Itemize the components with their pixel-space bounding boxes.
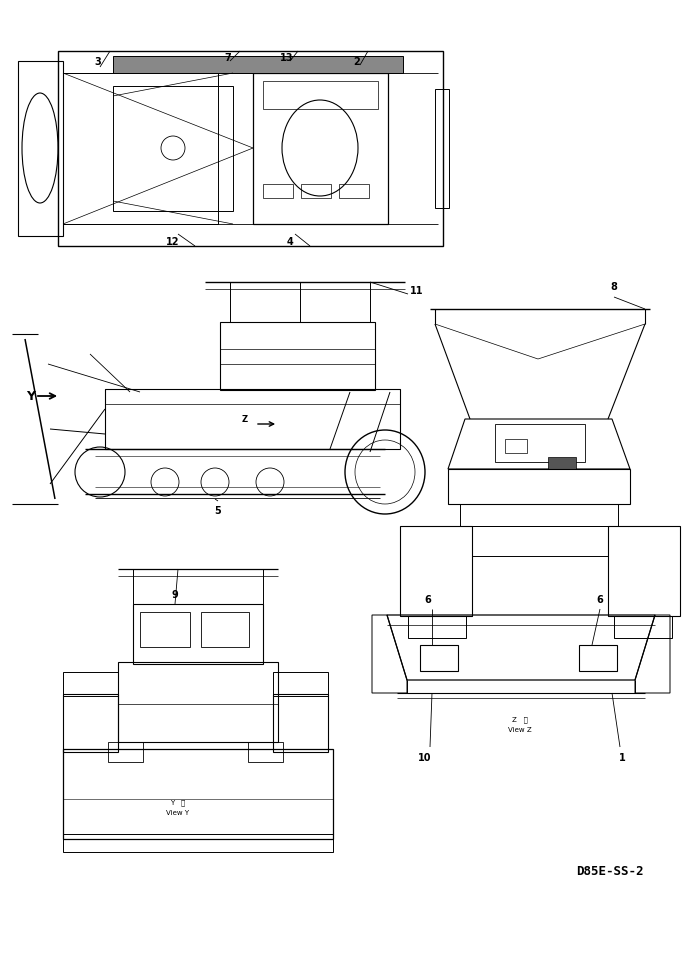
Bar xyxy=(105,390,400,450)
Text: 11: 11 xyxy=(410,286,423,295)
Bar xyxy=(614,617,672,639)
Bar xyxy=(548,457,576,470)
Bar xyxy=(253,74,388,225)
Text: View Z: View Z xyxy=(508,726,532,732)
Text: 1: 1 xyxy=(619,752,626,762)
Text: Y: Y xyxy=(26,390,35,403)
Bar xyxy=(248,742,283,762)
Bar xyxy=(301,185,331,199)
Bar xyxy=(63,74,218,225)
Bar xyxy=(63,695,118,752)
Text: 4: 4 xyxy=(287,236,294,247)
Text: 2: 2 xyxy=(354,57,361,67)
Bar xyxy=(113,87,233,212)
Bar xyxy=(118,662,278,742)
Bar xyxy=(420,645,458,671)
Bar xyxy=(263,82,378,110)
Text: 9: 9 xyxy=(172,589,178,599)
Bar xyxy=(108,742,143,762)
Bar xyxy=(400,526,472,617)
Text: View Y: View Y xyxy=(166,809,189,815)
Bar xyxy=(58,52,443,247)
Bar xyxy=(408,617,466,639)
Bar xyxy=(505,439,527,454)
Bar xyxy=(263,185,293,199)
Bar xyxy=(140,613,190,647)
Bar xyxy=(201,613,249,647)
Text: Y   矢: Y 矢 xyxy=(171,799,186,805)
Bar xyxy=(220,323,375,391)
Bar xyxy=(18,62,63,236)
Text: 6: 6 xyxy=(596,595,603,604)
Bar xyxy=(133,604,263,664)
Text: 6: 6 xyxy=(425,595,432,604)
Text: 8: 8 xyxy=(610,282,617,292)
Bar xyxy=(435,90,449,209)
Text: 13: 13 xyxy=(280,53,294,63)
Bar xyxy=(273,672,328,697)
Bar xyxy=(339,185,369,199)
Text: 12: 12 xyxy=(166,236,180,247)
Text: Z: Z xyxy=(242,416,248,424)
Text: Z   矢: Z 矢 xyxy=(512,716,528,722)
Bar xyxy=(63,834,333,852)
Text: 3: 3 xyxy=(95,57,102,67)
Text: 7: 7 xyxy=(225,53,231,63)
Bar xyxy=(63,749,333,840)
Bar xyxy=(608,526,680,617)
Bar xyxy=(472,526,608,557)
Bar xyxy=(273,695,328,752)
Bar xyxy=(495,424,585,462)
Bar xyxy=(460,504,618,526)
Text: D85E-SS-2: D85E-SS-2 xyxy=(576,864,644,878)
Bar xyxy=(579,645,617,671)
Text: 10: 10 xyxy=(418,752,432,762)
Bar xyxy=(448,470,630,504)
Text: 5: 5 xyxy=(214,505,221,516)
Bar xyxy=(63,672,118,697)
Bar xyxy=(113,57,403,74)
